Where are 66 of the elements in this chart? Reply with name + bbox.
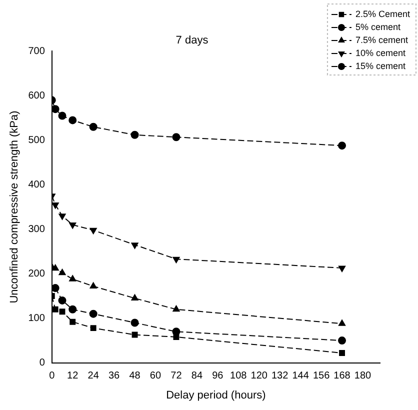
legend-label: 10% cement (355, 48, 406, 58)
x-tick-label: 168 (334, 370, 351, 382)
x-tick-label: 84 (191, 370, 203, 382)
point (52, 284, 60, 292)
point (90, 325, 96, 332)
point (131, 294, 138, 301)
y-tick-label: 700 (28, 46, 46, 57)
y-tick-label: 100 (28, 313, 46, 324)
x-tick-label: 132 (271, 370, 289, 382)
y-tick-label: 0 (39, 358, 46, 369)
x-tick-label: 156 (312, 370, 330, 382)
point (338, 142, 346, 150)
point (132, 332, 138, 338)
point (68, 305, 77, 314)
point (90, 282, 97, 288)
legend-label: 2.5% Cement (355, 8, 410, 19)
legend-label: 5% cement (355, 22, 401, 32)
y-tick-label: 200 (28, 268, 46, 280)
x-tick-label: 144 (292, 370, 310, 382)
legend-label: 7.5% cement (355, 34, 408, 45)
point (52, 105, 60, 114)
point (172, 256, 180, 264)
point (68, 116, 77, 124)
x-tick-label: 48 (129, 370, 141, 382)
point (338, 266, 346, 272)
point (338, 336, 346, 345)
point (89, 122, 98, 131)
point (58, 296, 66, 304)
x-tick-label: 120 (250, 370, 268, 382)
point (52, 306, 58, 312)
y-tick-label: 400 (28, 179, 46, 190)
point (172, 133, 180, 142)
point (70, 318, 76, 325)
x-tick-label: 96 (212, 370, 224, 382)
point (172, 305, 180, 312)
y-tick-label: 500 (28, 134, 46, 146)
y-tick-label: 300 (28, 224, 46, 236)
x-tick-label: 72 (170, 370, 182, 382)
x-tick-label: 180 (354, 370, 372, 382)
point (52, 264, 59, 271)
x-axis-title: Delay period (hours) (166, 389, 266, 402)
point (130, 130, 139, 139)
legend-label: 15% cement (355, 60, 406, 71)
point (338, 320, 346, 326)
point (130, 318, 139, 327)
point (89, 310, 98, 318)
point (131, 242, 138, 249)
y-tick-label: 600 (28, 90, 46, 102)
point (59, 308, 66, 315)
point (58, 268, 66, 276)
x-tick-label: 60 (150, 370, 162, 382)
point (173, 334, 180, 340)
x-tick-label: 24 (88, 370, 100, 382)
x-tick-label: 0 (49, 370, 56, 382)
point (58, 214, 66, 220)
point (58, 112, 66, 120)
point (90, 228, 97, 234)
y-axis-title: Unconfined compressive strength (kPa) (8, 110, 21, 304)
point (69, 222, 76, 229)
point (339, 350, 345, 356)
point (69, 275, 76, 282)
x-tick-label: 36 (108, 370, 120, 382)
chart-title: 7 days (176, 34, 209, 47)
point (52, 202, 59, 209)
x-tick-label: 108 (230, 370, 248, 382)
x-tick-label: 12 (67, 370, 79, 382)
